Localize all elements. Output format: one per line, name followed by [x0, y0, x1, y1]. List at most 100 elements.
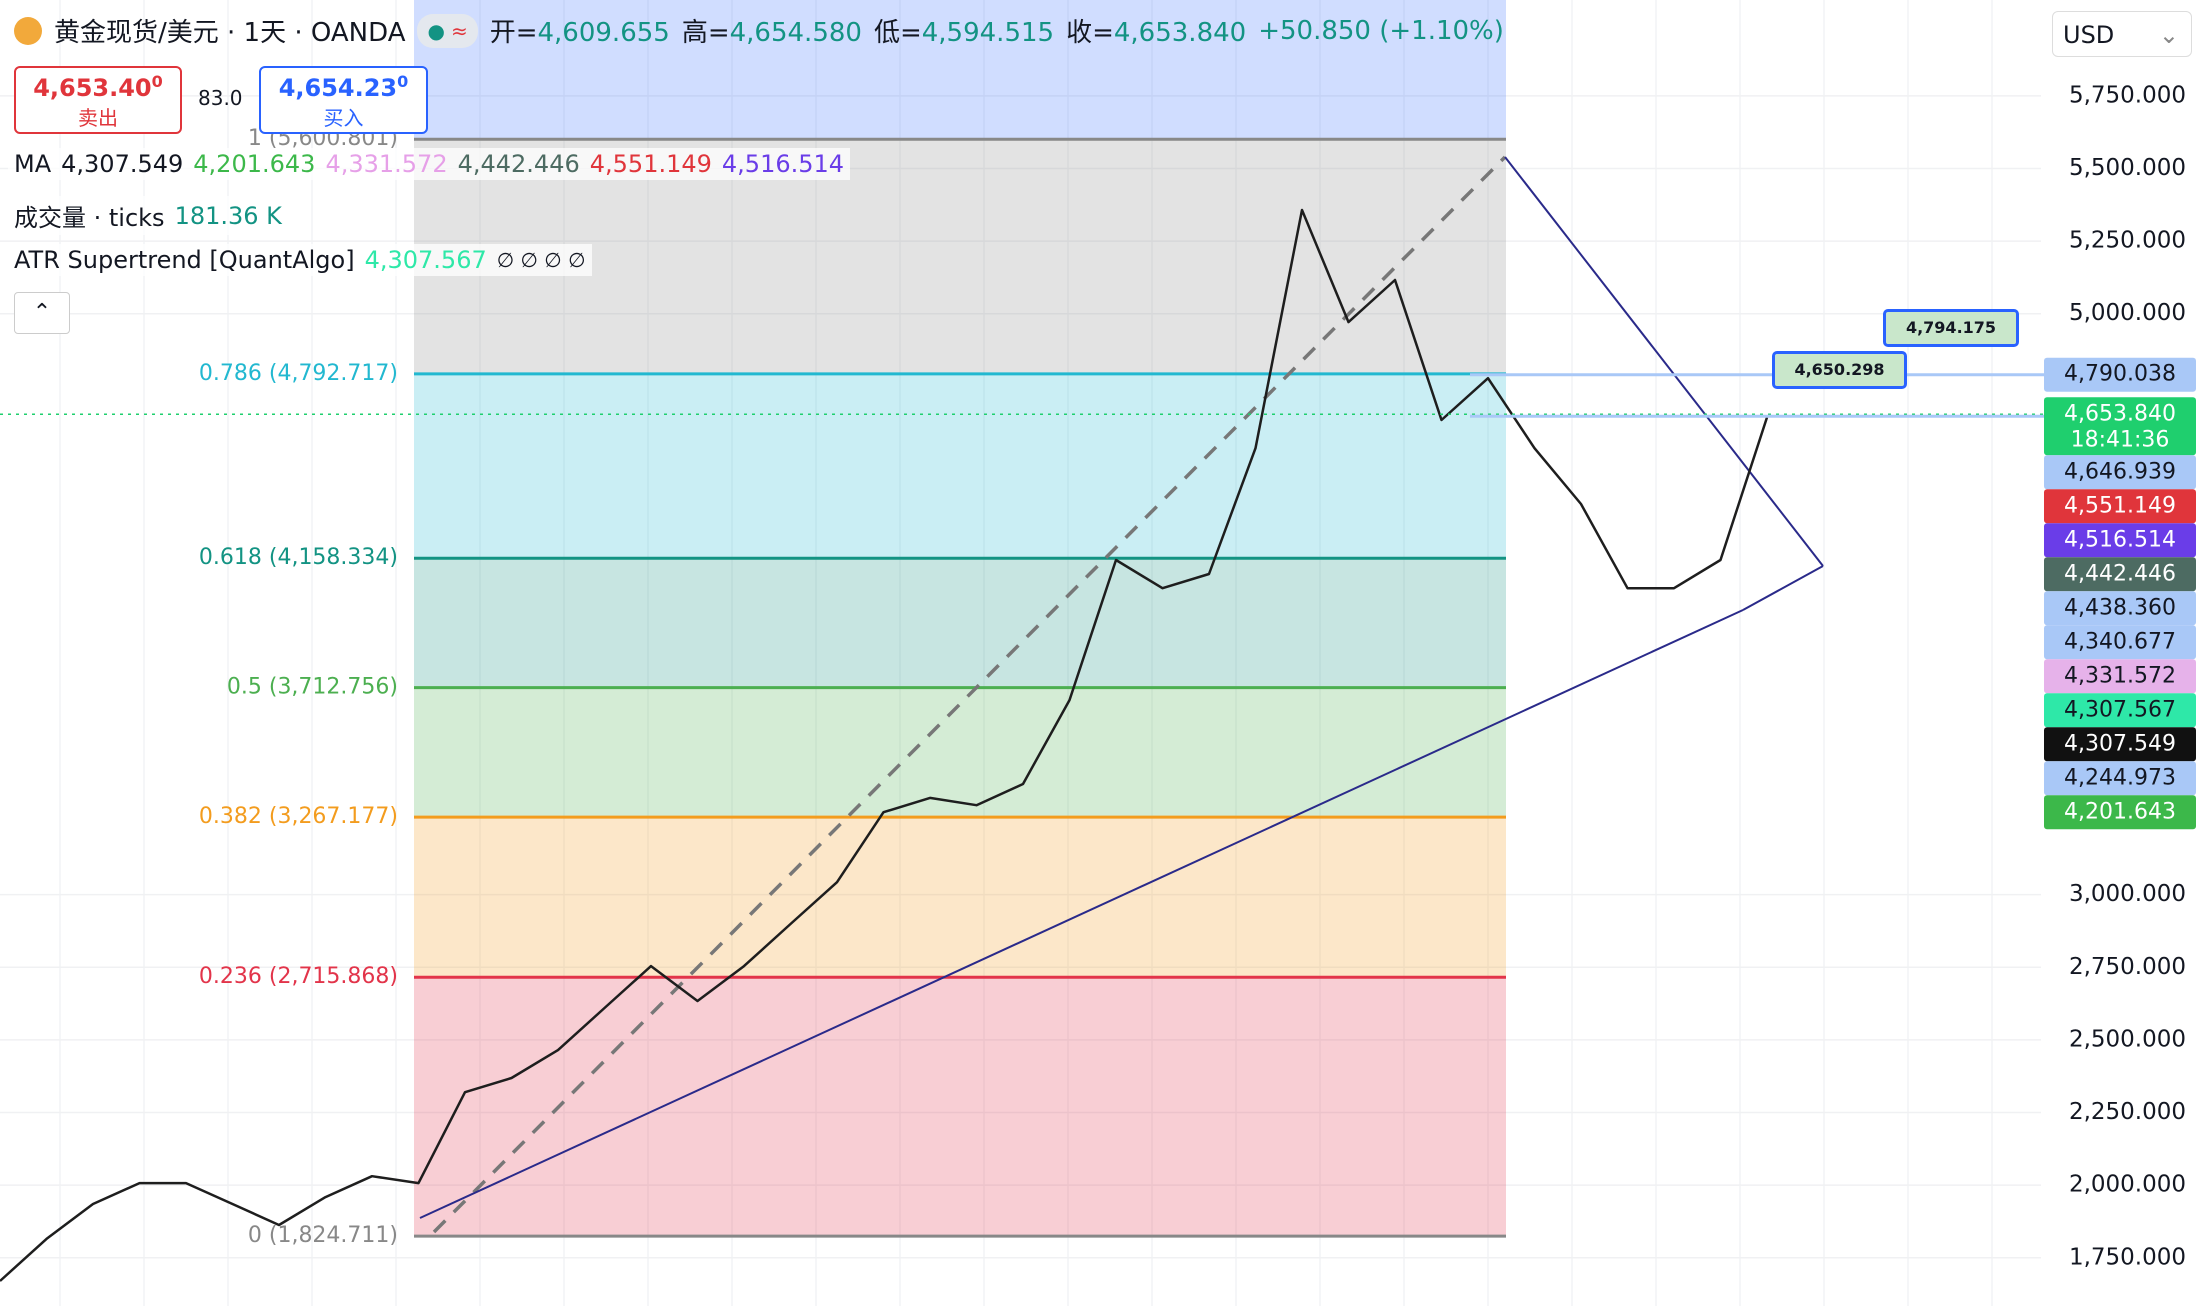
y-tick-label: 2,000.000 — [2069, 1172, 2186, 1198]
y-tick-label: 5,000.000 — [2069, 300, 2186, 326]
ma-value: 4,201.643 — [193, 150, 316, 178]
price-label: 4,244.973 — [2064, 765, 2176, 790]
fib-label: 0.618 (4,158.334) — [199, 545, 398, 570]
price-label: 4,340.677 — [2064, 629, 2176, 654]
ma-legend[interactable]: MA 4,307.549 4,201.643 4,331.572 4,442.4… — [8, 148, 851, 180]
fib-top-band — [414, 0, 1506, 140]
ohlc-high: 高=4,654.580 — [682, 12, 862, 49]
fib-band — [414, 817, 1506, 978]
currency-select[interactable]: USD ⌄ — [2052, 11, 2192, 57]
y-tick-label: 2,750.000 — [2069, 954, 2186, 980]
sell-button[interactable]: 4,653.400 卖出 — [14, 66, 182, 134]
price-label-box — [2044, 761, 2196, 796]
ohlc-close: 收=4,653.840 — [1066, 12, 1246, 49]
ohlc-key: 低= — [873, 18, 922, 48]
atr-value: 4,307.567 — [364, 246, 487, 274]
price-label: 4,516.514 — [2064, 527, 2176, 552]
ohlc-low: 低=4,594.515 — [874, 12, 1054, 49]
price-line — [0, 208, 1769, 1282]
bid-fraction: 0 — [151, 72, 163, 91]
fib-trend — [432, 155, 1507, 1234]
currency: USD — [2063, 21, 2115, 49]
y-tick-label: 5,750.000 — [2069, 82, 2186, 108]
price-label-box — [2044, 455, 2196, 490]
ma-label: MA — [14, 150, 52, 178]
fib-label: 0 (1,824.711) — [248, 1223, 398, 1248]
y-tick-label: 5,250.000 — [2069, 228, 2186, 254]
price-label: 4,438.360 — [2064, 595, 2176, 620]
change: +50.850 (+1.10%) — [1258, 15, 1504, 46]
fib-band — [414, 687, 1506, 818]
header-bar: 黄金现货/美元 · 1天 · OANDA ● ≈ 开=4,609.655 高=4,… — [14, 12, 1504, 49]
ask-fraction: 0 — [397, 72, 409, 91]
ma-value: 4,307.549 — [61, 150, 184, 178]
ask-label: 买入 — [323, 106, 364, 130]
fib-band — [414, 373, 1506, 559]
callout: 4,794.175 — [1883, 309, 2019, 347]
price-label: 4,551.149 — [2064, 493, 2176, 518]
callout: 4,650.298 — [1772, 351, 1907, 389]
price-label-box — [2044, 659, 2196, 694]
volume-value: 181.36 K — [174, 201, 282, 230]
price-label-box — [2044, 357, 2196, 392]
price-label-box — [2044, 693, 2196, 728]
symbol-logo — [14, 16, 42, 45]
volume-label: 成交量 · ticks — [14, 204, 165, 232]
ma-value: 4,331.572 — [325, 150, 448, 178]
y-tick-label: 2,250.000 — [2069, 1099, 2186, 1125]
bid-price: 4,653.40 — [33, 74, 152, 102]
price-label-box — [2044, 397, 2196, 456]
y-tick-label: 3,000.000 — [2069, 881, 2186, 907]
price-label-box — [2044, 557, 2196, 592]
ohlc-key: 高= — [681, 18, 730, 48]
ma-value: 4,516.514 — [721, 150, 845, 178]
price-label-box — [2044, 625, 2196, 660]
countdown: 18:41:36 — [2071, 427, 2170, 452]
atr-label: ATR Supertrend [QuantAlgo] — [14, 246, 355, 274]
price-label: 4,442.446 — [2064, 561, 2176, 586]
atr-extras: ∅ ∅ ∅ ∅ — [496, 248, 586, 272]
price-label-box — [2044, 591, 2196, 626]
y-tick-label: 1,750.000 — [2069, 1244, 2186, 1270]
ohlc-open: 开=4,609.655 — [490, 12, 670, 49]
ma-value: 4,551.149 — [589, 150, 712, 178]
fib-label: 0.786 (4,792.717) — [199, 361, 398, 386]
ma-value: 4,442.446 — [457, 150, 580, 178]
volume-legend[interactable]: 成交量 · ticks 181.36 K — [8, 196, 288, 235]
price-label-box — [2044, 727, 2196, 762]
ohlc-value: 4,653.840 — [1113, 18, 1247, 48]
fib-label: 0.236 (2,715.868) — [199, 964, 398, 989]
ohlc-key: 开= — [489, 18, 538, 48]
price-label-box — [2044, 489, 2196, 524]
price-label: 4,201.643 — [2064, 799, 2176, 824]
triangle-line — [1504, 156, 1824, 567]
triangle-line — [419, 609, 1744, 1219]
buy-button[interactable]: 4,654.230 买入 — [259, 66, 428, 134]
ohlc-value: 4,594.515 — [921, 18, 1055, 48]
ask-price: 4,654.23 — [278, 74, 398, 102]
ohlc-key: 收= — [1066, 18, 1114, 48]
y-tick-label: 5,500.000 — [2069, 155, 2186, 181]
fib-label: 0.382 (3,267.177) — [199, 804, 398, 829]
price-label: 4,646.939 — [2064, 459, 2176, 484]
fib-band — [414, 558, 1506, 688]
atr-legend[interactable]: ATR Supertrend [QuantAlgo] 4,307.567 ∅ ∅… — [8, 244, 592, 276]
symbol-title[interactable]: 黄金现货/美元 · 1天 · OANDA — [54, 18, 406, 48]
fib-label: 0.5 (3,712.756) — [227, 675, 398, 700]
price-label-box — [2044, 523, 2196, 558]
price-label: 4,307.549 — [2064, 731, 2176, 756]
y-tick-label: 2,500.000 — [2069, 1026, 2186, 1052]
ohlc-value: 4,654.580 — [729, 18, 862, 48]
collapse-button[interactable]: ⌃ — [14, 292, 70, 334]
fib-band — [414, 977, 1506, 1237]
price-label: 4,331.572 — [2064, 663, 2176, 688]
price-label: 4,790.038 — [2064, 362, 2176, 387]
price-label-box — [2044, 795, 2196, 830]
status-pill[interactable]: ● ≈ — [417, 13, 478, 48]
spread: 83.0 — [198, 86, 243, 110]
bid-label: 卖出 — [78, 106, 118, 130]
price-label: 4,307.567 — [2064, 697, 2176, 722]
price-label: 4,653.840 — [2064, 401, 2176, 426]
